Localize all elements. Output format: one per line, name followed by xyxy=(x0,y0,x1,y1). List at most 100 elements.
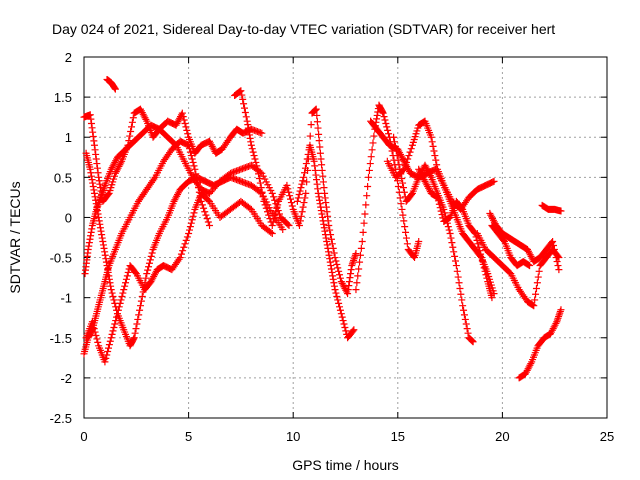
data-point-interp xyxy=(400,217,408,225)
data-point xyxy=(549,238,557,246)
data-point-interp xyxy=(552,254,560,262)
data-point xyxy=(260,197,268,205)
data-point-interp xyxy=(127,127,135,135)
data-point-interp xyxy=(456,284,464,292)
data-point-interp xyxy=(113,313,121,321)
data-point-interp xyxy=(430,147,438,155)
data-point xyxy=(247,141,255,149)
data-point-interp xyxy=(316,143,324,151)
data-point-interp xyxy=(114,306,122,314)
data-point-interp xyxy=(478,257,486,265)
data-point-interp xyxy=(362,201,370,209)
data-point xyxy=(111,85,119,93)
data-point-interp xyxy=(240,104,248,112)
data-point-interp xyxy=(181,240,189,248)
data-point-interp xyxy=(535,267,543,275)
data-point xyxy=(365,173,373,181)
data-point-interp xyxy=(365,166,373,174)
data-point-interp xyxy=(451,257,459,265)
data-point-interp xyxy=(438,211,446,219)
data-point-interp xyxy=(301,194,309,202)
data-point-interp xyxy=(369,139,377,147)
data-point-interp xyxy=(527,360,535,368)
data-point-interp xyxy=(402,158,410,166)
data-point-interp xyxy=(398,174,406,182)
data-marks xyxy=(80,75,565,382)
data-point-interp xyxy=(532,284,540,292)
data-point-interp xyxy=(433,161,441,169)
data-point-interp xyxy=(271,211,279,219)
data-point xyxy=(352,286,360,294)
data-point xyxy=(176,254,184,262)
data-point xyxy=(185,141,193,149)
data-point-interp xyxy=(464,329,472,337)
data-point-interp xyxy=(145,263,153,271)
data-point-interp xyxy=(353,279,361,287)
data-point-interp xyxy=(265,211,273,219)
data-point xyxy=(446,229,454,237)
data-point xyxy=(557,306,565,314)
data-point-interp xyxy=(255,174,263,182)
data-point-interp xyxy=(274,201,282,209)
data-point-interp xyxy=(314,124,322,132)
data-point-interp xyxy=(187,152,195,160)
data-point xyxy=(107,334,115,342)
data-point-interp xyxy=(533,279,541,287)
data-point xyxy=(469,338,477,346)
data-point-interp xyxy=(460,306,468,314)
data-point xyxy=(268,221,276,229)
data-point xyxy=(477,254,485,262)
data-point-interp xyxy=(552,319,560,327)
data-point-interp xyxy=(284,220,292,228)
data-point-interp xyxy=(144,266,152,274)
data-point-interp xyxy=(128,118,136,126)
data-point-interp xyxy=(147,252,155,260)
x-tick-label: 20 xyxy=(495,429,509,444)
data-point-interp xyxy=(261,201,269,209)
data-point xyxy=(325,221,333,229)
data-point-interp xyxy=(119,289,127,297)
data-point-interp xyxy=(272,208,280,216)
data-point-interp xyxy=(128,123,136,131)
data-point-interp xyxy=(361,210,369,218)
data-point-interp xyxy=(342,327,350,335)
data-point-interp xyxy=(240,100,248,108)
y-tick-label: 1.5 xyxy=(54,90,72,105)
data-point xyxy=(120,286,128,294)
data-point-interp xyxy=(354,272,362,280)
x-tick-label: 5 xyxy=(185,429,192,444)
data-point-interp xyxy=(297,184,305,192)
data-point-interp xyxy=(109,327,117,335)
series-sat-track-r xyxy=(415,165,496,302)
data-point-interp xyxy=(288,202,296,210)
series-sat-track-f xyxy=(103,75,119,93)
data-point-interp xyxy=(340,320,348,328)
data-point xyxy=(206,221,214,229)
data-point-interp xyxy=(356,258,364,266)
data-point-interp xyxy=(447,234,455,242)
data-point xyxy=(331,286,339,294)
data-point-interp xyxy=(104,348,112,356)
data-point-interp xyxy=(236,87,244,95)
data-point-interp xyxy=(296,187,304,195)
data-point-interp xyxy=(108,289,116,297)
data-point-interp xyxy=(463,325,471,333)
data-point-interp xyxy=(93,335,101,343)
data-point xyxy=(178,109,186,117)
data-point-interp xyxy=(306,132,314,140)
data-point-interp xyxy=(183,126,191,134)
data-point-interp xyxy=(248,145,256,153)
data-point-interp xyxy=(117,159,125,167)
data-point-interp xyxy=(207,188,215,196)
data-point-interp xyxy=(553,258,561,266)
series-sat-track-d xyxy=(80,137,214,358)
data-point-interp xyxy=(246,204,254,212)
plot-area-frame xyxy=(83,56,608,419)
data-point-interp xyxy=(532,290,540,298)
data-point-interp xyxy=(117,296,125,304)
data-point xyxy=(283,181,291,189)
series-sat-track-k xyxy=(390,133,477,346)
data-point-interp xyxy=(148,249,156,257)
data-point-interp xyxy=(284,185,292,193)
data-point-interp xyxy=(262,204,270,212)
